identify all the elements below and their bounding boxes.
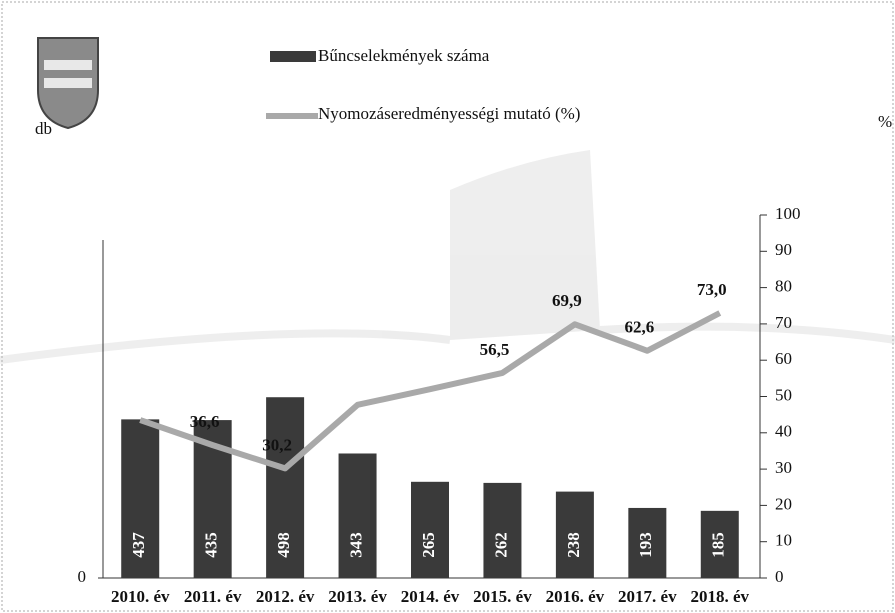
y2-tick-label: 80: [775, 277, 792, 296]
bar: [338, 453, 377, 578]
y2-axis-title: %: [878, 112, 892, 131]
logo: [37, 37, 99, 130]
legend-label: Bűncselekmények száma: [318, 46, 490, 65]
y2-tick-label: 50: [775, 385, 792, 404]
y2-tick-label: 90: [775, 240, 792, 259]
bar: [555, 491, 594, 578]
x-tick-label: 2012. év: [256, 587, 315, 606]
bar: [700, 510, 739, 578]
bar-value-label: 343: [346, 532, 365, 558]
x-tick-label: 2014. év: [401, 587, 460, 606]
y2-tick-label: 60: [775, 349, 792, 368]
legend-label: Nyomozáseredményességi mutató (%): [318, 104, 580, 123]
bar-value-label: 238: [564, 532, 583, 558]
bar: [628, 507, 667, 578]
bar-value-label: 262: [491, 532, 510, 558]
bar: [411, 481, 449, 578]
bar-value-label: 193: [636, 532, 655, 558]
y-tick-label: 0: [78, 567, 87, 586]
x-tick-label: 2011. év: [184, 587, 242, 606]
bar: [121, 419, 160, 578]
bar: [266, 397, 305, 578]
y2-tick-label: 100: [775, 204, 801, 223]
line-value-label: 56,5: [480, 340, 510, 359]
x-tick-label: 2017. év: [618, 587, 677, 606]
line: [139, 310, 722, 472]
x-tick-label: 2016. év: [546, 587, 605, 606]
bar-value-label: 265: [419, 532, 438, 558]
x-tick-label: 2010. év: [111, 587, 170, 606]
line-value-label: 36,6: [190, 412, 220, 431]
line-value-label: 69,9: [552, 291, 582, 310]
x-tick-label: 2015. év: [473, 587, 532, 606]
y2-tick-label: 40: [775, 422, 792, 441]
bar-value-label: 435: [202, 532, 221, 558]
bar: [483, 482, 522, 578]
bar-value-label: 185: [709, 532, 728, 558]
legend-swatch: [270, 51, 316, 62]
y-axis-title: db: [35, 119, 52, 138]
y2-tick-label: 70: [775, 313, 792, 332]
x-tick-label: 2013. év: [328, 587, 387, 606]
background-building: [0, 150, 895, 364]
line-value-label: 62,6: [624, 318, 654, 337]
y2-tick-label: 0: [775, 567, 784, 586]
y2-tick-label: 30: [775, 458, 792, 477]
y2-tick-label: 20: [775, 494, 792, 513]
bar-value-label: 498: [274, 532, 293, 558]
bar-value-label: 437: [129, 532, 148, 558]
x-tick-label: 2018. év: [691, 587, 750, 606]
y2-tick-label: 10: [775, 531, 792, 550]
line-value-label: 73,0: [697, 280, 727, 299]
line-value-label: 30,2: [262, 435, 292, 454]
